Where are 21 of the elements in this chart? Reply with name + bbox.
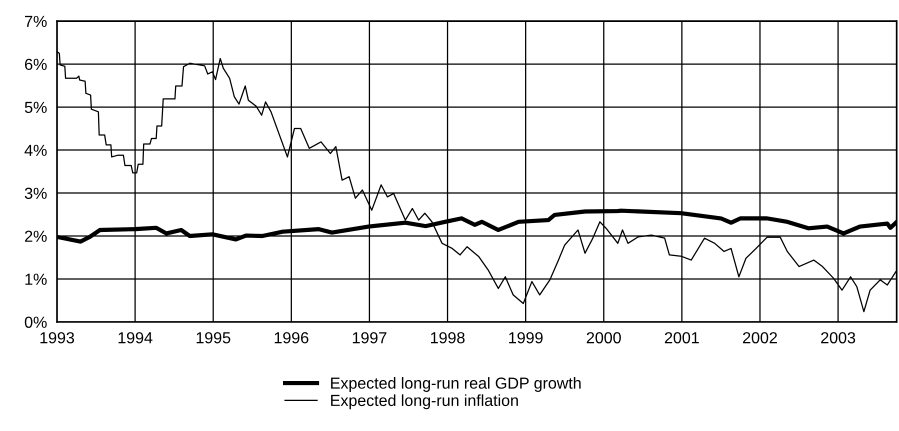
x-tick-label: 2003 — [821, 332, 856, 344]
y-tick-label: 6% — [25, 58, 47, 70]
y-tick-label: 5% — [24, 102, 47, 114]
y-tick-label: 7% — [25, 16, 47, 27]
y-tick-label: 0% — [24, 316, 47, 328]
x-tick-label: 2001 — [664, 332, 699, 344]
x-tick-label: 1996 — [274, 332, 308, 344]
x-tick-label: 1997 — [352, 332, 386, 344]
x-tick-label: 1995 — [196, 332, 230, 344]
x-tick-label: 1998 — [430, 332, 465, 344]
x-tick-label: 1994 — [118, 332, 152, 344]
x-tick-label: 1993 — [40, 332, 74, 344]
y-tick-label: 2% — [24, 230, 47, 242]
legend-label: Expected long-run real GDP growth — [331, 377, 581, 392]
x-tick-label: 2000 — [586, 332, 621, 344]
x-tick-label: 2002 — [743, 332, 777, 344]
y-tick-label: 4% — [24, 144, 47, 156]
y-tick-label: 1% — [25, 274, 47, 285]
y-tick-label: 3% — [24, 188, 47, 199]
x-tick-label: 1999 — [509, 332, 543, 344]
legend-label: Expected long-run inflation — [331, 394, 518, 410]
